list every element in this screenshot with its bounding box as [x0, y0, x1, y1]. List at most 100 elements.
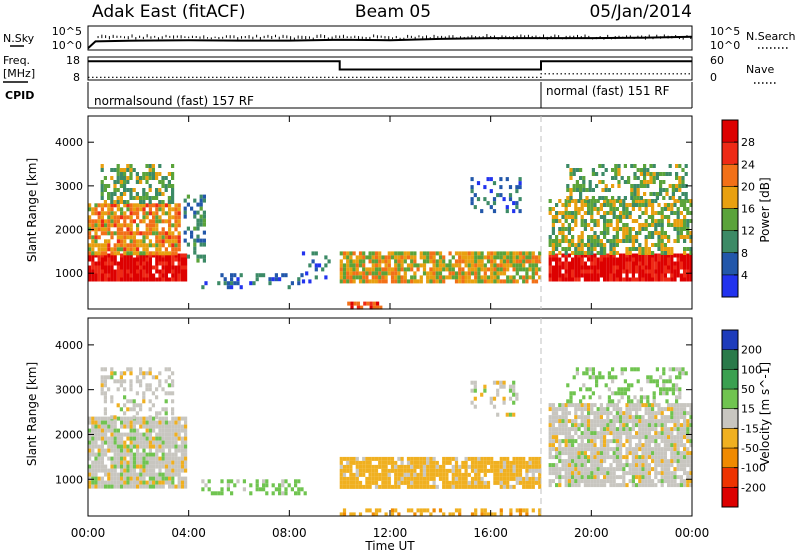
data-cell — [612, 227, 616, 231]
data-cell — [567, 479, 571, 484]
data-cell — [582, 176, 586, 180]
data-cell — [120, 420, 124, 425]
data-cell — [164, 444, 168, 449]
data-cell — [384, 263, 388, 268]
data-cell — [448, 275, 452, 280]
data-cell — [490, 263, 494, 268]
data-cell — [486, 484, 491, 489]
data-cell — [352, 512, 356, 517]
data-cell — [655, 192, 659, 196]
data-cell — [617, 391, 621, 396]
data-cell — [158, 379, 162, 384]
data-cell — [419, 456, 423, 461]
data-cell — [145, 247, 149, 252]
data-cell — [590, 247, 594, 251]
data-cell — [349, 259, 353, 264]
data-cell — [512, 263, 516, 268]
colorbar-tick-label: -50 — [741, 442, 759, 455]
colorbar-segment — [721, 329, 739, 350]
data-cell — [603, 265, 607, 270]
data-cell — [673, 455, 677, 460]
data-cell — [673, 227, 677, 231]
data-cell — [577, 199, 581, 203]
data-cell — [686, 223, 690, 227]
data-cell — [158, 251, 162, 256]
data-cell — [202, 258, 206, 263]
data-cell — [164, 391, 168, 396]
data-cell — [679, 219, 683, 223]
data-cell — [365, 255, 369, 260]
data-cell — [410, 251, 414, 256]
data-cell — [100, 243, 104, 248]
data-cell — [609, 247, 613, 251]
data-cell — [667, 443, 671, 448]
data-cell — [110, 196, 114, 200]
data-cell — [104, 269, 108, 274]
data-cell — [365, 480, 369, 485]
data-cell — [580, 223, 584, 227]
data-cell — [667, 439, 671, 444]
data-cell — [202, 222, 206, 227]
data-cell — [432, 472, 436, 477]
data-cell — [574, 243, 578, 247]
data-cell — [349, 476, 353, 481]
data-cell — [483, 271, 487, 276]
data-cell — [583, 443, 587, 448]
data-cell — [670, 253, 674, 258]
data-cell — [531, 480, 535, 485]
data-cell — [638, 203, 642, 207]
data-cell — [499, 177, 503, 182]
data-cell — [110, 371, 114, 376]
data-cell — [94, 261, 98, 266]
data-cell — [97, 420, 101, 425]
data-cell — [654, 257, 658, 262]
data-cell — [531, 476, 535, 481]
data-cell — [174, 468, 178, 473]
data-cell — [201, 487, 205, 492]
data-cell — [155, 235, 159, 240]
data-cell — [686, 207, 690, 211]
data-cell — [358, 480, 363, 485]
data-cell — [679, 459, 683, 464]
data-cell — [593, 451, 597, 456]
data-cell — [406, 263, 411, 268]
data-cell — [184, 452, 188, 457]
data-cell — [558, 261, 562, 266]
data-cell — [657, 231, 661, 235]
data-cell — [416, 279, 420, 284]
data-cell — [161, 203, 165, 208]
data-cell — [580, 467, 584, 472]
data-cell — [120, 215, 124, 220]
data-cell — [636, 176, 640, 180]
data-cell — [406, 484, 411, 489]
data-cell — [599, 407, 603, 412]
data-cell — [132, 415, 136, 420]
data-cell — [91, 265, 95, 270]
data-cell — [148, 188, 152, 192]
data-cell — [531, 508, 535, 513]
data-cell — [564, 459, 568, 464]
data-cell — [574, 211, 578, 215]
data-cell — [615, 265, 619, 270]
data-cell — [675, 184, 679, 188]
data-cell — [236, 479, 240, 484]
data-cell — [590, 253, 594, 258]
data-cell — [639, 184, 643, 188]
data-cell — [432, 480, 436, 485]
data-cell — [161, 444, 165, 449]
data-cell — [152, 464, 156, 469]
data-cell — [371, 279, 375, 284]
data-cell — [558, 471, 562, 476]
data-cell — [474, 512, 478, 517]
data-cell — [551, 243, 555, 247]
data-cell — [531, 267, 535, 272]
data-cell — [525, 267, 529, 272]
data-cell — [631, 455, 635, 460]
data-cell — [123, 411, 127, 416]
data-cell — [158, 207, 162, 212]
data-cell — [362, 267, 366, 272]
colorbar-segment — [721, 369, 739, 390]
data-cell — [161, 420, 165, 425]
data-cell — [88, 444, 92, 449]
data-cell — [496, 472, 500, 477]
